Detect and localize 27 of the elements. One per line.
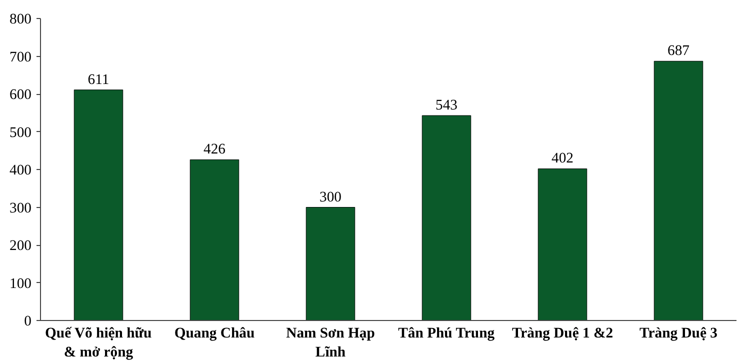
data-label: 426 <box>204 142 226 158</box>
data-label: 687 <box>668 43 690 60</box>
y-tick-label: 800 <box>10 12 32 28</box>
y-tick-label: 0 <box>24 314 32 330</box>
data-label: 300 <box>320 189 342 206</box>
bar <box>538 168 588 320</box>
y-tick-label: 700 <box>10 49 32 66</box>
x-tick-label: Quang Châu <box>174 326 255 342</box>
y-tick-label: 200 <box>10 238 32 254</box>
y-tick-label: 500 <box>10 124 32 141</box>
x-tick-label: Tân Phú Trung <box>398 326 496 342</box>
bar <box>422 115 472 320</box>
data-label: 402 <box>552 150 574 167</box>
x-tick-label: Quế Võ hiện hữu & mở rộng <box>45 326 152 361</box>
data-label: 611 <box>88 72 110 88</box>
bar <box>306 207 356 320</box>
data-label: 543 <box>436 98 458 114</box>
bar <box>654 60 704 320</box>
x-tick-label: Tràng Duệ 1 &2 <box>512 326 614 342</box>
x-tick-label: Tràng Duệ 3 <box>640 326 718 342</box>
y-tick-label: 600 <box>10 87 32 103</box>
x-tick-label: Nam Sơn Hạp Lĩnh <box>286 326 375 361</box>
bar <box>74 90 124 320</box>
y-tick-label: 100 <box>10 276 32 292</box>
y-tick-label: 300 <box>10 200 32 216</box>
y-tick-label: 400 <box>10 162 32 178</box>
bar <box>190 159 240 320</box>
